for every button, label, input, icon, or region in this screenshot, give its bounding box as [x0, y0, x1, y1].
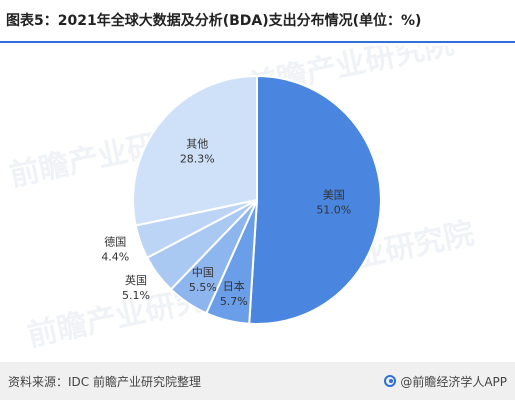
chart-title: 图表5：2021年全球大数据及分析(BDA)支出分布情况(单位：%)	[6, 13, 422, 29]
pie-slice-5	[132, 74, 258, 227]
brand-credit: @前瞻经济学人APP	[384, 373, 515, 390]
slice-label-5: 其他	[186, 138, 208, 151]
slice-label-2: 中国	[192, 266, 214, 279]
pie-chart: 前瞻产业研究院前瞻产业研究院前瞻产业研究院前瞻产业研究院美国51.0%日本5.7…	[6, 46, 477, 354]
slice-value-5: 28.3%	[180, 153, 215, 166]
pie-slice-0	[248, 74, 382, 325]
slice-value-2: 5.5%	[189, 281, 217, 294]
footer-bar: 资料来源：IDC 前瞻产业研究院整理 @前瞻经济学人APP	[0, 362, 515, 400]
slice-value-3: 5.1%	[122, 289, 150, 302]
brand-text: @前瞻经济学人APP	[400, 374, 507, 389]
brand-logo-icon	[384, 375, 397, 387]
slice-label-1: 日本	[223, 279, 245, 293]
slice-value-1: 5.7%	[220, 295, 248, 308]
pie-chart-area: 前瞻产业研究院 前瞻产业研究院 前瞻产业研究院 前瞻产业研究院 美国 51.0% 日本 5.7…	[0, 46, 515, 360]
chart-title-bar: 图表5：2021年全球大数据及分析(BDA)支出分布情况(单位：%)	[0, 0, 515, 40]
slice-value-4: 4.4%	[101, 251, 129, 264]
slice-value-0: 51.0%	[316, 203, 351, 216]
slice-label-4: 德国	[104, 235, 126, 249]
title-divider	[0, 41, 515, 43]
slice-label-3: 英国	[125, 273, 147, 287]
source-note: 资料来源：IDC 前瞻产业研究院整理	[8, 374, 201, 389]
slice-label-0: 美国	[323, 188, 345, 201]
